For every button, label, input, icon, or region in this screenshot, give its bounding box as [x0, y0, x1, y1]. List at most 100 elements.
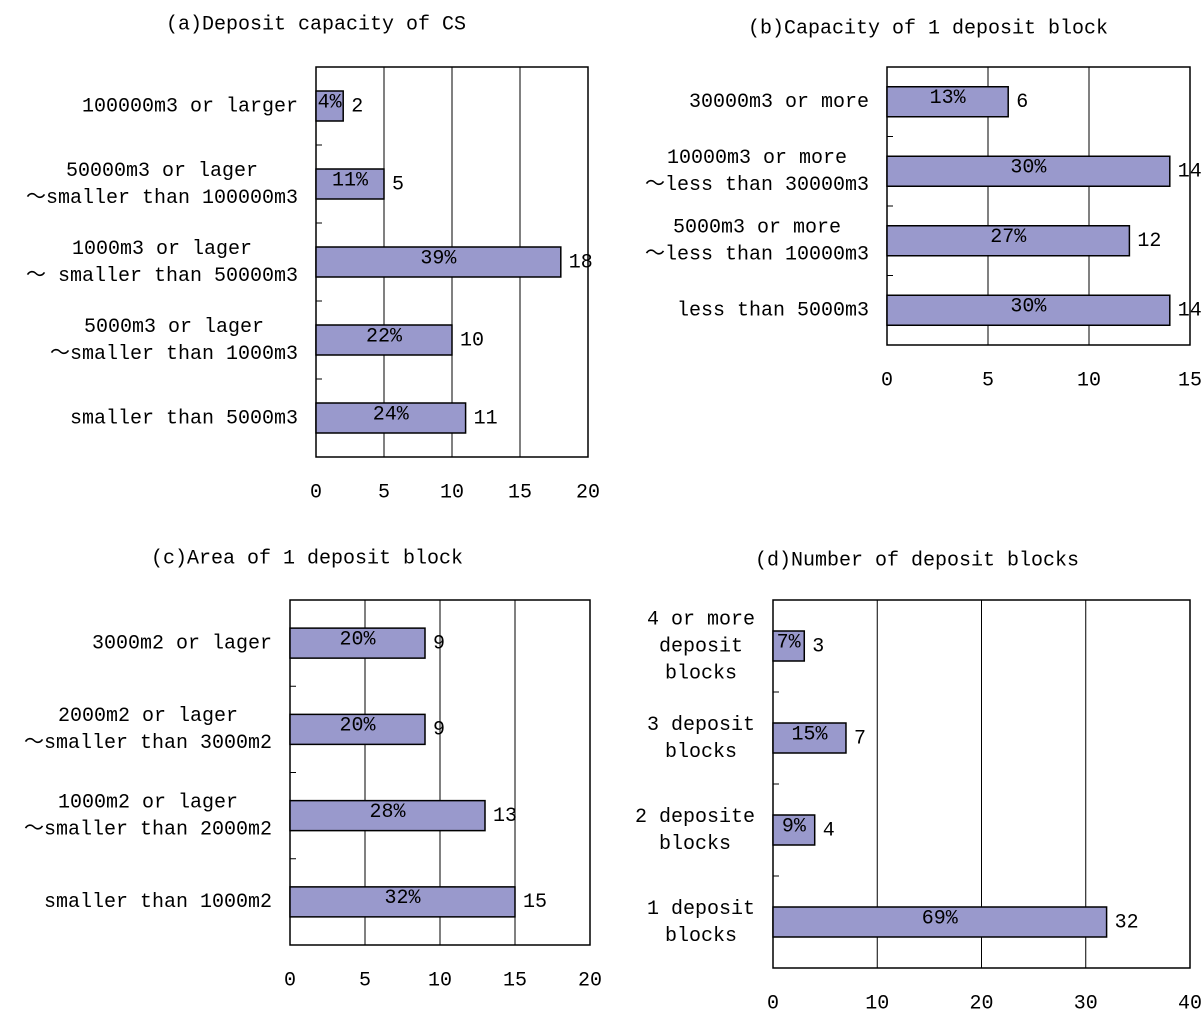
bar: [289, 799, 486, 832]
x-tick-label: 0: [310, 481, 322, 504]
chart-title: (c)Area of 1 deposit block: [151, 547, 463, 570]
value-label: 14: [1178, 300, 1202, 323]
x-tick-label: 5: [359, 969, 371, 992]
chart-title: (a)Deposit capacity of CS: [166, 13, 466, 36]
bar: [315, 90, 344, 122]
percent-label: 28%: [369, 801, 406, 824]
value-label: 9: [433, 632, 445, 655]
y-tick-label: 4 or more: [647, 608, 755, 631]
y-tick-label: 1000m2 or lager: [58, 791, 238, 814]
percent-label: 30%: [1010, 296, 1047, 319]
value-label: 9: [433, 719, 445, 742]
percent-label: 13%: [930, 87, 967, 110]
y-tick-label: smaller than 5000m3: [70, 407, 298, 430]
bar: [886, 86, 1009, 118]
y-tick-label: 100000m3 or larger: [82, 95, 298, 118]
value-label: 3: [812, 635, 824, 658]
y-tick-label: less than 5000m3: [677, 300, 869, 323]
y-tick-label: ～smaller than 100000m3: [26, 187, 298, 210]
x-tick-label: 10: [440, 481, 464, 504]
x-tick-label: 15: [1178, 369, 1202, 392]
x-tick-label: 15: [508, 481, 532, 504]
value-label: 2: [351, 95, 363, 118]
y-tick-label: ～less than 10000m3: [645, 244, 869, 267]
x-tick-label: 10: [1077, 369, 1101, 392]
y-tick-label: smaller than 1000m2: [44, 891, 272, 914]
percent-label: 39%: [420, 247, 457, 270]
y-tick-label: deposit: [659, 635, 743, 658]
bar: [289, 886, 516, 918]
y-tick-label: 3 deposit: [647, 714, 755, 737]
value-label: 5: [392, 173, 404, 196]
y-tick-label: 1000m3 or lager: [72, 238, 252, 261]
bar: [289, 627, 426, 659]
value-label: 32: [1115, 911, 1139, 934]
y-tick-label: blocks: [665, 662, 737, 685]
bar: [315, 324, 453, 356]
y-tick-label: ～less than 30000m3: [645, 174, 869, 197]
percent-label: 22%: [366, 325, 403, 348]
value-label: 6: [1016, 91, 1028, 114]
x-tick-label: 40: [1178, 992, 1202, 1015]
percent-label: 20%: [339, 715, 376, 738]
y-tick-label: 10000m3 or more: [667, 147, 847, 170]
x-tick-label: 5: [982, 369, 994, 392]
y-tick-label: ～smaller than 2000m2: [24, 818, 272, 841]
percent-label: 11%: [332, 169, 369, 192]
percent-label: 32%: [384, 887, 421, 910]
x-tick-label: 0: [284, 969, 296, 992]
bar: [886, 155, 1171, 187]
y-tick-label: 5000m3 or more: [673, 217, 841, 240]
y-tick-label: 30000m3 or more: [689, 91, 869, 114]
x-tick-label: 15: [503, 969, 527, 992]
bar: [315, 402, 467, 434]
value-label: 13: [493, 805, 517, 828]
percent-label: 15%: [791, 723, 828, 746]
bar: [315, 246, 562, 278]
percent-label: 27%: [990, 226, 1027, 249]
bar: [772, 722, 847, 754]
value-label: 11: [474, 407, 498, 430]
y-tick-label: blocks: [659, 833, 731, 856]
percent-label: 30%: [1010, 157, 1047, 180]
chart-title: (b)Capacity of 1 deposit block: [748, 17, 1108, 40]
bar: [772, 630, 806, 662]
bar: [772, 906, 1108, 938]
y-tick-label: ～ smaller than 50000m3: [26, 265, 298, 288]
value-label: 14: [1178, 161, 1202, 184]
bar: [772, 814, 816, 846]
x-tick-label: 0: [767, 992, 779, 1015]
value-label: 10: [460, 329, 484, 352]
percent-label: 69%: [922, 907, 959, 930]
y-tick-label: 5000m3 or lager: [84, 316, 264, 339]
bar: [289, 713, 426, 746]
x-tick-label: 20: [969, 992, 993, 1015]
y-tick-label: 3000m2 or lager: [92, 632, 272, 655]
percent-label: 24%: [373, 403, 410, 426]
y-tick-label: ～smaller than 1000m3: [50, 343, 298, 366]
x-tick-label: 30: [1074, 992, 1098, 1015]
chart-title: (d)Number of deposit blocks: [755, 549, 1079, 572]
bar: [886, 225, 1131, 257]
percent-label: 9%: [782, 815, 807, 838]
y-tick-label: ～smaller than 3000m2: [24, 732, 272, 755]
y-tick-label: 2 deposite: [635, 806, 755, 829]
y-tick-label: 2000m2 or lager: [58, 705, 238, 728]
y-tick-label: blocks: [665, 925, 737, 948]
value-label: 4: [823, 819, 835, 842]
y-tick-label: blocks: [665, 741, 737, 764]
y-tick-label: 50000m3 or lager: [66, 160, 258, 183]
x-tick-label: 20: [576, 481, 600, 504]
x-tick-label: 0: [881, 369, 893, 392]
x-tick-label: 5: [378, 481, 390, 504]
x-tick-label: 10: [865, 992, 889, 1015]
y-tick-label: 1 deposit: [647, 898, 755, 921]
percent-label: 7%: [777, 631, 802, 654]
percent-label: 4%: [318, 91, 343, 114]
x-tick-label: 10: [428, 969, 452, 992]
value-label: 12: [1137, 230, 1161, 253]
percent-label: 20%: [339, 628, 376, 651]
x-tick-label: 20: [578, 969, 602, 992]
value-label: 15: [523, 891, 547, 914]
